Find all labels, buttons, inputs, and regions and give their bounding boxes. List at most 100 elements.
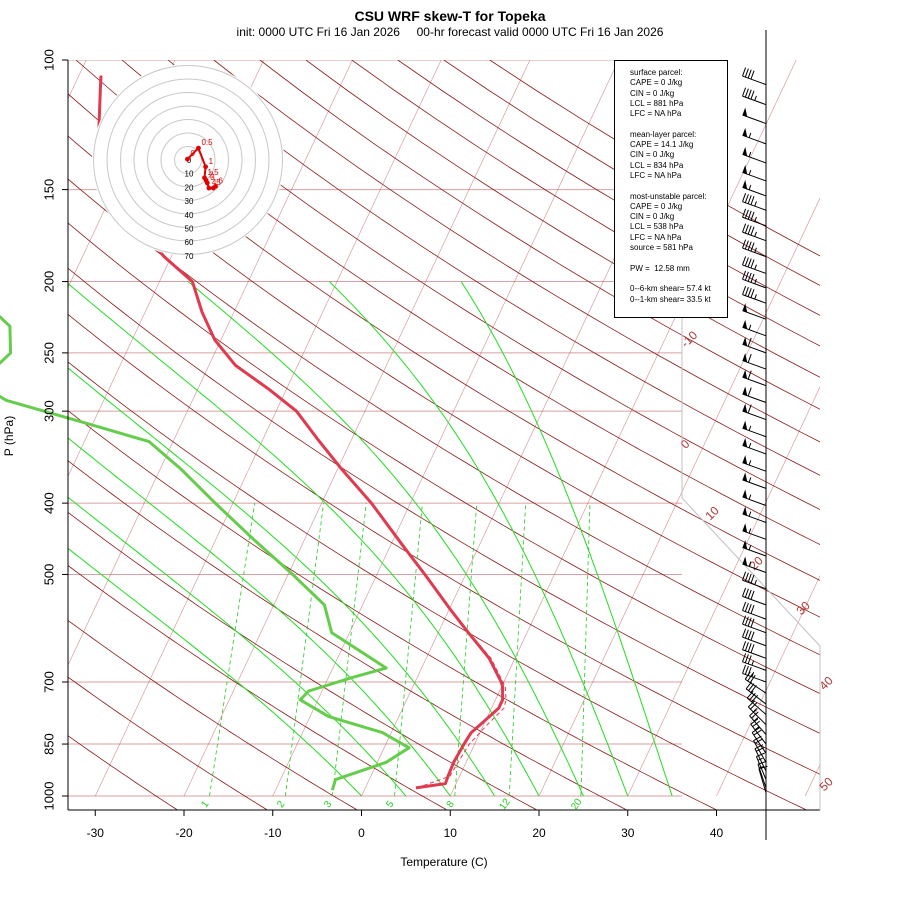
param-line: CAPE = 0 J/kg [630, 201, 683, 211]
moist-adiabat-line [460, 281, 673, 797]
wind-barb [742, 641, 767, 659]
wind-barb-half [748, 528, 752, 534]
wind-barb-full [744, 629, 749, 639]
hodograph-ring [106, 78, 270, 242]
param-line: CIN = 0 J/kg [630, 150, 675, 160]
wind-barb-half [748, 544, 752, 551]
param-block-mean-layer: mean-layer parcel: CAPE = 14.1 J/kg CIN = … [630, 130, 727, 181]
hodograph-ring-label: 30 [185, 197, 194, 206]
isotherm-line [538, 197, 820, 797]
wind-barb-flag [742, 369, 748, 379]
wind-barb [742, 319, 767, 337]
x-tick-label: -20 [175, 826, 193, 840]
y-axis-label: P (hPa) [2, 416, 16, 456]
hodograph-point-label: 0 [190, 149, 195, 158]
wind-barb-staff [750, 723, 767, 745]
wind-barb-half [748, 132, 752, 138]
wind-barb-half [748, 151, 752, 157]
wind-barb-full [747, 69, 752, 79]
hodograph-ring [174, 146, 202, 174]
mixing-ratio-label: 8 [445, 799, 457, 810]
wind-barb [745, 681, 767, 705]
wind-barb [742, 437, 767, 455]
wind-barb [742, 336, 767, 354]
wind-barb [742, 472, 767, 489]
wind-barb-full [753, 729, 762, 736]
param-line: CIN = 0 J/kg [630, 212, 675, 222]
wind-barb-half [748, 460, 752, 466]
wind-barb-half [754, 264, 757, 270]
wind-barb-full [747, 655, 752, 665]
wind-barb-full [754, 744, 764, 750]
x-tick-label: 0 [358, 826, 365, 840]
wind-barb-full [744, 271, 749, 281]
moist-adiabat-line [68, 496, 407, 797]
isotherm-label: 50 [816, 774, 836, 794]
param-line: LCL = 881 hPa [630, 98, 684, 108]
wind-barb-full [756, 752, 765, 757]
wind-barb-full [750, 631, 755, 641]
wind-barbs [742, 30, 768, 840]
wind-barb-staff [742, 264, 767, 274]
wind-barb-full [744, 602, 749, 612]
wind-barb [742, 420, 767, 438]
dry-adiabat-line [68, 410, 718, 810]
hodograph-point [185, 156, 190, 162]
wind-barb-full [748, 683, 755, 691]
wind-barb-full [747, 353, 752, 363]
wind-barb [742, 146, 767, 164]
wind-barb-full [751, 727, 760, 733]
wind-barb-half [748, 324, 752, 330]
moist-adiabat-line [68, 367, 496, 797]
wind-barb-full [747, 370, 752, 380]
wind-barb-full [757, 760, 767, 765]
hodograph-ring [93, 65, 283, 255]
dry-adiabat-line [68, 565, 448, 810]
dry-adiabat-line [121, 60, 820, 510]
mixing-ratio-line [580, 503, 591, 797]
wind-barb [742, 208, 767, 227]
wind-barb [742, 386, 767, 403]
wind-barb-half [754, 726, 760, 731]
mixing-ratio-line [284, 503, 325, 797]
moist-adiabat-line [329, 281, 629, 797]
isotherm-line [716, 575, 820, 797]
param-block-most-unstable: most-unstable parcel: CAPE = 0 J/kg CIN = … [630, 192, 727, 254]
wind-barb-full [742, 587, 747, 597]
moist-adiabat-line [68, 282, 540, 797]
dry-adiabat-line [68, 735, 179, 810]
isotherm-line [449, 60, 797, 797]
wind-barb-full [747, 673, 754, 682]
dry-adiabat-line [68, 619, 358, 810]
hodograph-ring [147, 119, 229, 201]
wind-barb-full [750, 574, 755, 584]
param-line: CIN = 0 J/kg [630, 88, 675, 98]
boundary-line [681, 497, 821, 647]
moist-adiabat-line [68, 547, 362, 797]
wind-barb-full [744, 257, 749, 267]
wind-barb-full [750, 702, 758, 710]
wind-barb-full [747, 241, 752, 251]
isotherm-line [68, 60, 353, 666]
wind-barb-full [750, 196, 755, 205]
wind-barb-full [750, 718, 759, 725]
wind-barb [758, 765, 768, 793]
wind-barb [753, 735, 767, 763]
wind-barb-flag [742, 107, 748, 117]
wind-barb-half [753, 717, 759, 722]
hodograph-point-label: 2 [209, 170, 214, 179]
dry-adiabat-line [68, 135, 820, 618]
wind-barb-full [758, 765, 768, 770]
mixing-ratio-line [209, 503, 256, 797]
wind-barb-half [754, 95, 757, 101]
hodograph-ring [160, 132, 216, 188]
wind-barb [757, 760, 767, 789]
wind-barb [742, 107, 767, 125]
moist-adiabat-line [68, 437, 451, 797]
hodograph-ring-label: 50 [185, 225, 194, 234]
param-line: PW = 12.58 mm [630, 263, 690, 273]
wind-barb [742, 539, 767, 557]
hodograph-point [203, 164, 209, 170]
isobar-lines [68, 60, 682, 797]
y-tick-label: 400 [41, 492, 56, 514]
